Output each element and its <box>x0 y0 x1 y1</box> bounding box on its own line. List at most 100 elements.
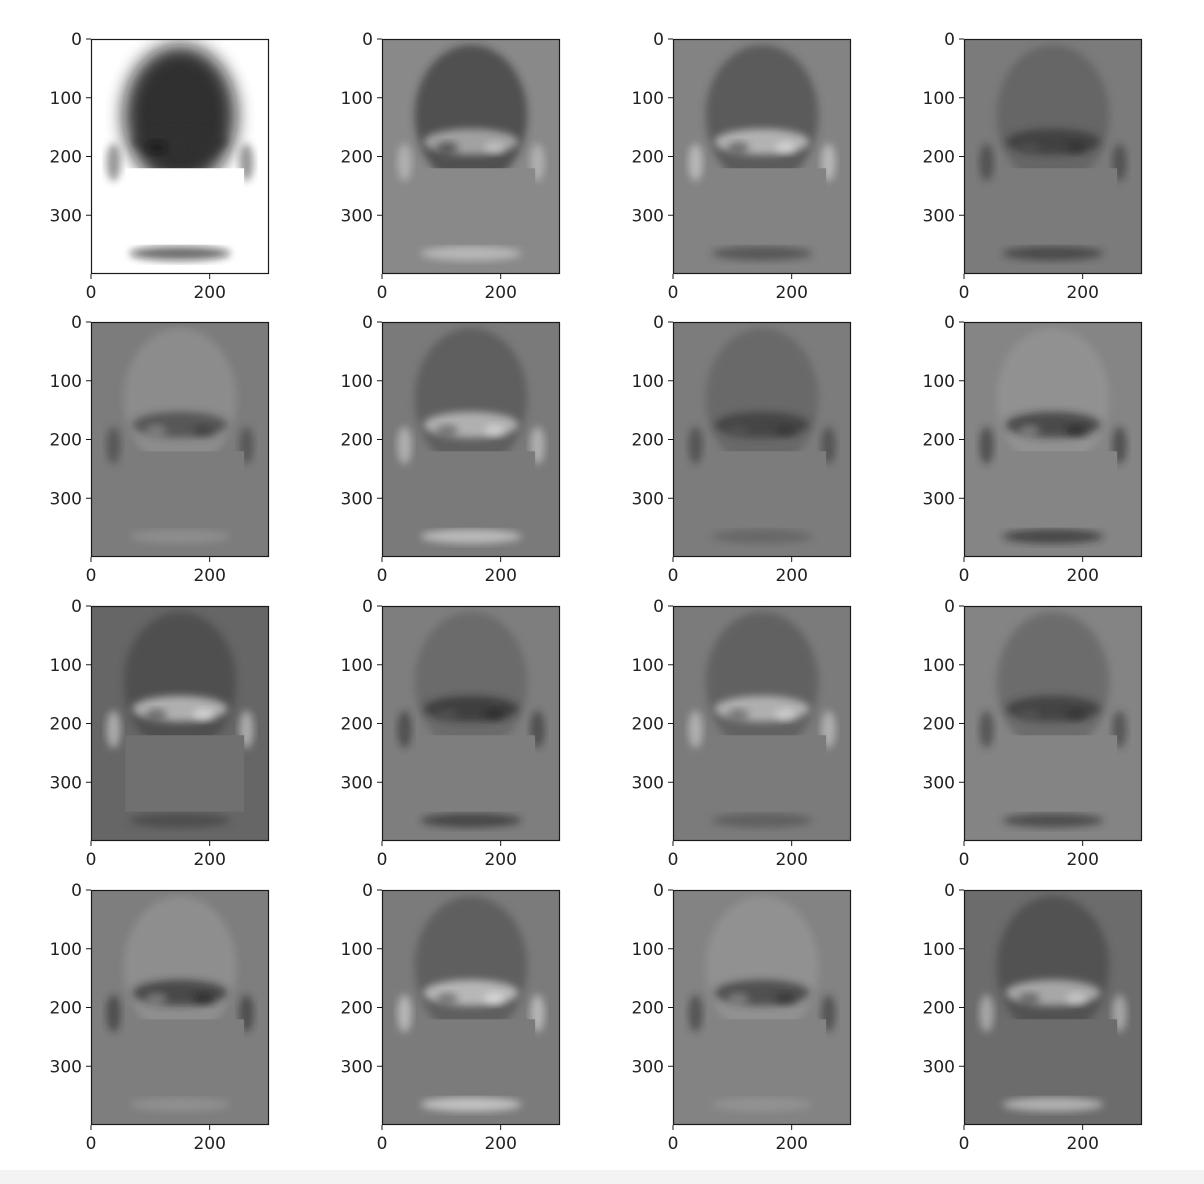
y-tick-label: 100 <box>50 372 82 392</box>
eye-feature <box>145 708 167 721</box>
hair-region <box>705 44 819 186</box>
y-tick-label: 0 <box>944 30 955 50</box>
chin-band <box>420 813 522 828</box>
panel-image <box>91 606 269 841</box>
hair-region <box>123 44 237 186</box>
ear-region <box>688 994 703 1033</box>
masked-region <box>998 168 1118 245</box>
eye-feature <box>727 424 749 437</box>
eye-feature <box>145 141 167 154</box>
hair-region <box>414 327 528 469</box>
axes-frame <box>90 38 270 275</box>
eye-band <box>423 411 519 438</box>
x-tick-label: 200 <box>193 850 225 870</box>
panel-image <box>382 890 560 1125</box>
axes-frame <box>963 605 1143 842</box>
hair-region <box>414 895 528 1037</box>
ear-region <box>106 994 121 1033</box>
eye-band <box>423 128 519 155</box>
y-tick-label: 0 <box>71 881 82 901</box>
eye-feature <box>436 424 458 437</box>
axes-frame <box>381 321 561 558</box>
eye-feature <box>1066 708 1088 721</box>
hair-region <box>996 611 1110 753</box>
x-tick-label: 0 <box>86 850 97 870</box>
y-tick-label: 0 <box>71 30 82 50</box>
y-tick-label: 300 <box>923 773 955 793</box>
axes-frame <box>90 889 270 1126</box>
x-tick-label: 0 <box>959 283 970 303</box>
eye-feature <box>193 141 215 154</box>
eye-feature <box>436 141 458 154</box>
hair-region <box>414 44 528 186</box>
chin-band <box>711 1097 813 1112</box>
chin-band <box>420 529 522 544</box>
eye-band <box>714 128 810 155</box>
x-tick-label: 0 <box>668 1134 679 1154</box>
eye-band <box>132 979 228 1006</box>
hair-region <box>123 895 237 1037</box>
masked-region <box>125 451 245 528</box>
x-tick-label: 200 <box>775 850 807 870</box>
eye-feature <box>193 424 215 437</box>
panel-3: 0 100 200 300 0 200 <box>632 30 852 303</box>
x-tick-label: 200 <box>484 283 516 303</box>
y-tick-label: 0 <box>944 881 955 901</box>
eye-feature <box>1066 141 1088 154</box>
y-tick-label: 300 <box>632 1057 664 1077</box>
masked-region <box>416 451 536 528</box>
eye-feature <box>775 992 797 1005</box>
eye-feature <box>727 708 749 721</box>
x-tick-label: 200 <box>1066 850 1098 870</box>
panel-9: 0 100 200 300 0 200 <box>50 597 270 870</box>
x-tick-label: 0 <box>377 850 388 870</box>
masked-region <box>125 168 245 245</box>
ear-region <box>979 710 994 749</box>
y-tick-label: 0 <box>653 313 664 333</box>
panel-14: 0 100 200 300 0 200 <box>341 881 561 1154</box>
masked-region <box>707 168 827 245</box>
masked-region <box>125 735 245 812</box>
axes-frame <box>381 38 561 275</box>
y-tick-label: 0 <box>362 597 373 617</box>
panel-image <box>382 606 560 841</box>
panel-image <box>964 322 1142 557</box>
eye-feature <box>727 992 749 1005</box>
y-tick-label: 300 <box>923 489 955 509</box>
hair-region <box>996 327 1110 469</box>
x-tick-label: 0 <box>377 1134 388 1154</box>
y-tick-label: 0 <box>944 597 955 617</box>
y-tick-label: 200 <box>632 999 664 1019</box>
y-tick-label: 300 <box>632 206 664 226</box>
x-tick-label: 200 <box>1066 566 1098 586</box>
eye-feature <box>775 424 797 437</box>
y-tick-label: 100 <box>632 89 664 109</box>
eye-band <box>714 411 810 438</box>
hair-region <box>705 895 819 1037</box>
x-tick-label: 200 <box>484 1134 516 1154</box>
x-tick-label: 200 <box>193 283 225 303</box>
y-tick-label: 300 <box>50 773 82 793</box>
eye-feature <box>436 992 458 1005</box>
panel-image <box>964 890 1142 1125</box>
panel-11: 0 100 200 300 0 200 <box>632 597 852 870</box>
eye-feature <box>775 141 797 154</box>
x-tick-label: 0 <box>959 566 970 586</box>
masked-region <box>707 735 827 812</box>
y-tick-label: 200 <box>341 431 373 451</box>
axes-frame <box>963 889 1143 1126</box>
x-tick-label: 0 <box>668 850 679 870</box>
y-tick-label: 0 <box>362 30 373 50</box>
axes-frame <box>672 605 852 842</box>
chin-band <box>129 813 231 828</box>
x-tick-label: 0 <box>668 283 679 303</box>
y-tick-label: 0 <box>653 881 664 901</box>
ear-region <box>397 710 412 749</box>
ear-region <box>106 710 121 749</box>
x-tick-label: 200 <box>1066 283 1098 303</box>
y-tick-label: 0 <box>653 597 664 617</box>
x-tick-label: 0 <box>86 1134 97 1154</box>
y-tick-label: 100 <box>50 89 82 109</box>
eye-feature <box>775 708 797 721</box>
